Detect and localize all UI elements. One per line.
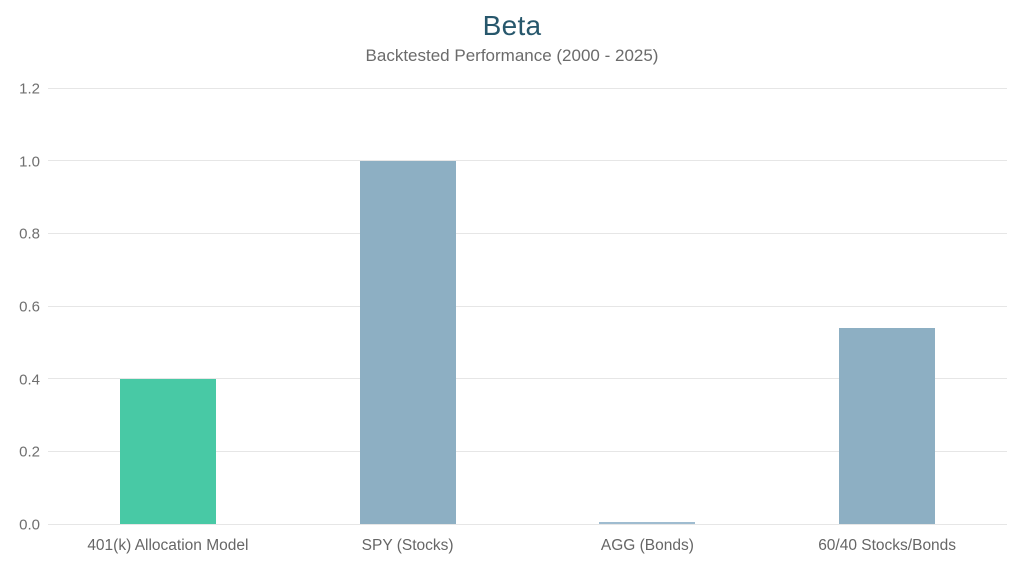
y-tick-label: 0.8 xyxy=(19,225,40,243)
gridline-0.2 xyxy=(48,450,1007,452)
gridline-0.4 xyxy=(48,378,1007,380)
x-axis-label: 60/40 Stocks/Bonds xyxy=(818,537,957,554)
bars-layer xyxy=(48,88,1007,524)
y-tick-label: 0.6 xyxy=(19,298,40,316)
y-tick-label: 1.0 xyxy=(19,153,40,171)
gridlines-layer xyxy=(48,87,1007,525)
gridline-1.0 xyxy=(48,160,1007,162)
x-axis-label: SPY (Stocks) xyxy=(361,537,454,554)
chart-subtitle: Backtested Performance (2000 - 2025) xyxy=(365,46,659,66)
bar-401-k-allocation-model[interactable] xyxy=(119,379,216,524)
y-tick-label: 1.2 xyxy=(19,80,40,98)
y-tick-label: 0.2 xyxy=(19,443,40,461)
bar-agg-bonds[interactable] xyxy=(599,522,696,524)
y-axis-tick-labels: 0.0 0.2 0.4 0.6 0.8 1.0 1.2 xyxy=(6,82,40,533)
gridline-0.0 xyxy=(48,523,1007,525)
x-axis-label: AGG (Bonds) xyxy=(600,537,694,554)
y-tick-label: 0.4 xyxy=(19,371,40,389)
x-axis-label: 401(k) Allocation Model xyxy=(87,537,249,554)
gridline-1.2 xyxy=(48,87,1007,89)
bar-60-40-stocks-bonds[interactable] xyxy=(839,328,936,524)
x-axis-category-labels: 401(k) Allocation Model SPY (Stocks) AGG (… xyxy=(48,537,1007,555)
plot-area: 0.0 0.2 0.4 0.6 0.8 1.0 1.2 401(k) Allocation … xyxy=(19,82,1007,554)
y-tick-label: 0.0 xyxy=(19,516,40,534)
gridline-0.8 xyxy=(48,232,1007,234)
chart-header: Beta Backtested Performance (2000 - 2025… xyxy=(0,10,1024,66)
chart-title: Beta xyxy=(482,10,542,41)
gridline-0.6 xyxy=(48,305,1007,307)
bar-spy-stocks[interactable] xyxy=(359,161,456,524)
